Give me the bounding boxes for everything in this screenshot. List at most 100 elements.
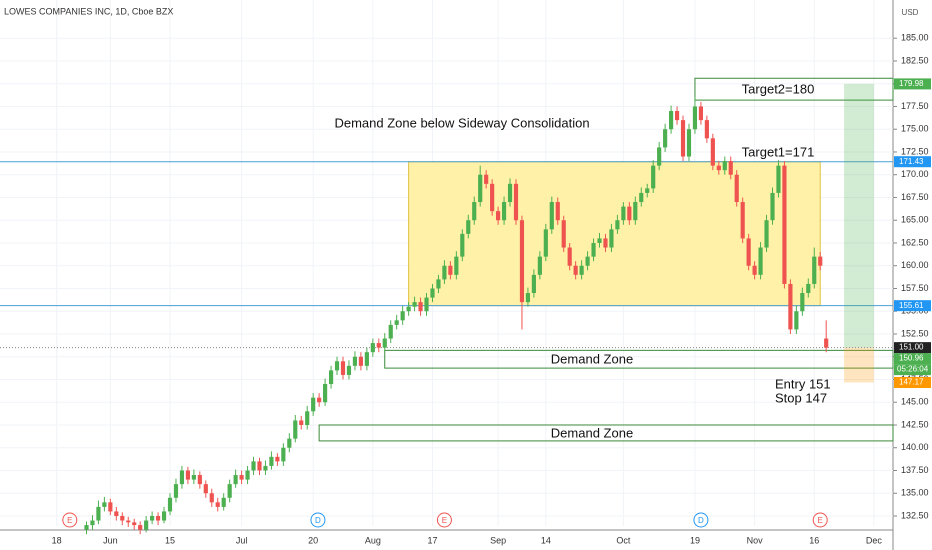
candle-body (155, 515, 161, 521)
candle-body (567, 247, 572, 266)
annotation: Target1=171 (742, 144, 815, 159)
y-tick-label: 167.50 (901, 192, 929, 202)
candle-body (346, 365, 352, 375)
price-label-box (894, 353, 931, 365)
candle-body (150, 515, 155, 521)
candle-body (591, 242, 596, 257)
price-label: 147.17 (899, 378, 924, 387)
x-tick-label: Dec (866, 535, 883, 545)
candle-body (686, 129, 692, 157)
y-tick-label: 132.50 (901, 510, 929, 520)
event-label: E (818, 516, 823, 525)
candle-body (203, 484, 208, 494)
candle-body (364, 352, 369, 366)
candle-body (555, 202, 560, 221)
candle-body (507, 183, 513, 203)
candle-body (466, 220, 471, 234)
candle-body (639, 192, 644, 203)
candle-body (191, 475, 196, 480)
x-tick-label: Nov (747, 535, 764, 545)
candle-body (305, 411, 310, 425)
candle-body (537, 256, 542, 275)
countdown-box (894, 364, 931, 376)
candle-body (323, 384, 328, 403)
candle-body (609, 229, 614, 248)
candle-body (651, 165, 656, 189)
candle-body (645, 188, 650, 193)
event-marker (693, 512, 709, 528)
candle-body (704, 120, 709, 139)
chart-title: LOWES COMPANIES INC, 1D, Cboe BZX (4, 6, 173, 16)
y-tick-label: 162.50 (901, 237, 929, 247)
candle-body (328, 370, 334, 385)
currency: USD (902, 8, 919, 17)
candle-body (460, 233, 465, 257)
price-label-box (894, 376, 931, 388)
reward-zone (844, 83, 874, 348)
x-tick-label: 14 (541, 535, 551, 545)
candle-body (126, 520, 131, 523)
candle-body (496, 211, 501, 221)
candle-body (663, 129, 668, 148)
candle-body (114, 511, 119, 516)
candle-body (794, 311, 799, 330)
y-tick-label: 160.00 (901, 260, 929, 270)
candle-body (561, 220, 566, 248)
event-marker (310, 512, 326, 528)
x-tick-label: Aug (365, 535, 381, 545)
x-tick-label: 18 (52, 535, 62, 545)
zone (384, 349, 894, 369)
event-marker (62, 512, 78, 528)
y-tick-label: 165.00 (901, 215, 929, 225)
y-tick-label: 170.00 (901, 169, 929, 179)
candle-body (764, 220, 769, 248)
candle-body (84, 525, 89, 530)
candle-body (472, 202, 477, 221)
candle-body (698, 106, 704, 121)
candle-body (597, 238, 602, 243)
y-tick-label: 135.00 (901, 488, 929, 498)
x-tick-label: 19 (690, 535, 700, 545)
candle-body (388, 324, 393, 339)
candle-body (692, 106, 698, 130)
candle-body (215, 502, 220, 507)
candle-body (430, 288, 435, 298)
countdown: 05:26:04 (897, 365, 929, 374)
candle-body (227, 484, 232, 498)
candle-body (287, 438, 292, 448)
x-tick-label: 20 (308, 535, 318, 545)
candle-body (209, 493, 214, 503)
y-tick-label: 182.50 (901, 55, 929, 65)
candle-body (710, 138, 715, 166)
candle-body (436, 279, 441, 289)
candle-body (615, 220, 620, 230)
candle-body (490, 183, 495, 212)
candle-body (167, 497, 173, 512)
candle-body (448, 265, 453, 275)
candle-body (501, 202, 507, 221)
candle-body (251, 461, 256, 471)
candle-body (442, 265, 447, 280)
zone-label: Demand Zone (551, 352, 633, 367)
risk-zone (844, 347, 874, 383)
candle-body (352, 356, 358, 366)
candle-body (376, 343, 381, 348)
candle-body (138, 525, 143, 530)
candle-body (185, 470, 190, 480)
x-tick-label: 16 (809, 535, 819, 545)
candle-body (543, 229, 548, 257)
candle-body (454, 256, 459, 275)
x-tick-label: Jul (236, 535, 248, 545)
candle-body (257, 461, 262, 471)
candle-body (758, 247, 763, 275)
candle-body (585, 256, 590, 266)
y-tick-label: 185.00 (901, 33, 929, 43)
x-tick-label: 17 (427, 535, 437, 545)
candle-body (358, 356, 363, 366)
candle-body (161, 511, 167, 521)
candle-body (340, 361, 346, 375)
candle-body (525, 293, 531, 303)
price-label-box (894, 156, 931, 168)
zone-label: Demand Zone (551, 425, 633, 440)
candle-body (221, 497, 226, 507)
